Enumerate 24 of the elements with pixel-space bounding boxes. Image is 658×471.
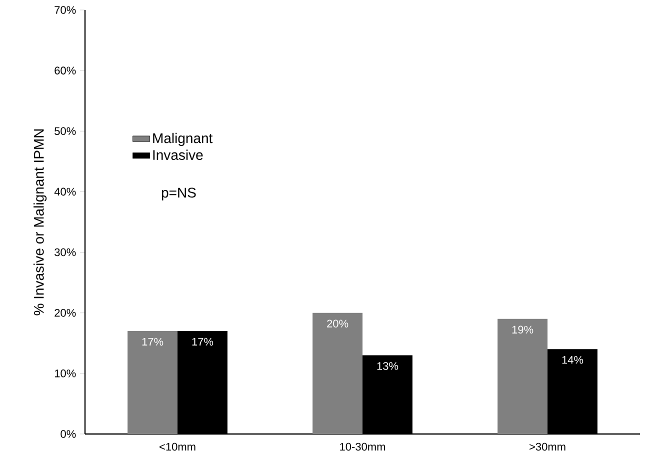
data-label: 17% [142, 338, 164, 346]
bar [498, 318, 548, 434]
x-tick-label: >30mm [530, 442, 566, 451]
legend-label: Malignant [153, 132, 213, 146]
y-tick-label: 50% [54, 127, 76, 136]
data-label: 17% [192, 338, 214, 346]
y-tick-label: 10% [54, 370, 76, 378]
data-label: 20% [327, 320, 348, 328]
bar [312, 312, 363, 434]
x-tick-label: <10mm [160, 442, 196, 451]
annotation: p=NS [162, 188, 196, 200]
y-tick-label: 30% [54, 248, 76, 256]
y-tick-label: 40% [54, 188, 76, 196]
data-label: 13% [377, 362, 398, 370]
legend-label: Invasive [153, 150, 203, 160]
x-tick-label: 10-30mm [340, 442, 386, 451]
bar [128, 331, 178, 434]
data-label: 14% [562, 356, 584, 364]
data-label: 19% [512, 326, 534, 334]
y-tick-label: 60% [54, 66, 76, 74]
y-tick-label: 70% [54, 6, 76, 14]
y-tick-label: 20% [54, 308, 76, 317]
y-axis-title: % Invasive or Malignant IPMN [34, 129, 47, 316]
y-tick-label: 0% [60, 430, 76, 438]
